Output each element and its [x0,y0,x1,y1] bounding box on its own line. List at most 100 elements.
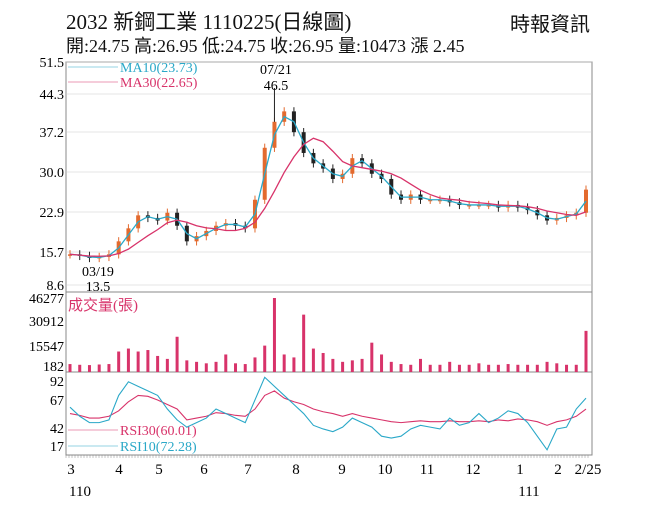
volume-bar [126,348,130,372]
volume-bar [467,364,471,372]
volume-bar [477,363,481,372]
price-tick-label: 51.5 [40,56,65,71]
volume-bar [87,365,91,372]
volume-bar [263,345,267,372]
volume-bar [506,364,510,372]
volume-bar [136,351,140,372]
volume-bar [418,358,422,372]
volume-bar [555,363,559,372]
volume-bar [341,361,345,372]
rsi10-line [69,376,587,451]
volume-bar [331,358,335,372]
x-tick-label: 3 [67,462,75,478]
volume-bar [321,352,325,372]
price-tick-label: 15.7 [40,246,65,261]
volume-bar [360,358,364,372]
volume-bar [448,361,452,372]
price-tick-label: 37.2 [40,126,65,141]
volume-legend: 成交量(張) [68,296,138,314]
volume-bar [97,364,101,372]
candle-body [428,199,433,202]
volume-bar [399,364,403,372]
volume-bar [370,342,374,372]
volume-bar [584,330,588,372]
volume-bar [574,364,578,372]
volume-bar [253,357,257,372]
rsi-tick-label: 67 [50,394,64,409]
volume-bar [516,364,520,372]
candle-body [584,189,588,213]
volume-bar [107,364,111,372]
x-tick-label: 4 [115,462,123,478]
volume-bar [195,361,199,372]
volume-bar [311,348,315,372]
legend-rsi10: RSI10(72.28) [120,440,197,455]
chart-title: 2032 新鋼工業 1110225(日線圖) [66,10,352,34]
ma10-line [69,115,587,259]
peak-value-label: 46.5 [264,79,289,94]
price-tick-label: 30.0 [40,166,65,181]
x-tick-label: 12 [466,462,481,478]
low-date-label: 03/19 [82,265,114,280]
volume-bar [428,364,432,372]
volume-bar [389,361,393,372]
legend-rsi30: RSI30(60.01) [120,424,197,439]
x-tick-label: 8 [292,462,300,478]
volume-bar [204,363,208,372]
x-tick-label: 2/25 [575,462,602,478]
volume-bar [214,361,218,372]
rsi-tick-label: 92 [50,375,64,390]
rsi-tick-label: 17 [50,440,64,455]
low-value-label: 13.5 [86,280,111,295]
ohlc-summary: 開:24.75 高:26.95 低:24.75 收:26.95 量:10473 … [66,36,465,56]
volume-bar [535,364,539,372]
volume-bar [496,364,500,372]
volume-bar [409,364,413,372]
volume-bar [438,364,442,372]
volume-bar [282,354,286,372]
volume-bar [545,361,549,372]
volume-bar [350,360,354,372]
volume-bar [117,351,121,372]
x-tick-label: 10 [378,462,393,478]
volume-tick-label: 182 [43,360,64,375]
candle-body [467,204,472,207]
ma30-line [69,137,587,257]
x-tick-label: 1 [516,462,524,478]
volume-tick-label: 46277 [29,292,64,307]
price-tick-label: 22.9 [40,206,65,221]
volume-bar [302,314,306,372]
legend-ma10: MA10(23.73) [120,61,198,76]
x-tick-label: 6 [200,462,208,478]
volume-tick-label: 30912 [29,315,64,330]
x-tick-label: 2 [554,462,562,478]
x-tick-label: 11 [420,462,434,478]
x-tick-label: 5 [155,462,163,478]
volume-bar [487,364,491,372]
volume-bar [175,336,179,372]
candle-body [486,204,491,207]
candle-body [476,204,481,207]
volume-bar [185,360,189,372]
volume-bar [68,364,72,372]
volume-bar [380,354,384,372]
volume-bar [234,363,238,372]
price-tick-label: 44.3 [40,88,65,103]
candle-body [68,254,72,256]
rsi-tick-label: 42 [50,422,64,437]
x-tick-label: 7 [244,462,252,478]
price-tick-label: 8.6 [47,279,65,294]
volume-bar [224,354,228,372]
volume-bar [78,364,82,372]
volume-bar [272,298,276,372]
peak-date-label: 07/21 [260,63,292,78]
legend-ma30: MA30(22.65) [120,76,198,91]
source-label: 時報資訊 [510,14,590,36]
volume-bar [165,358,169,372]
volume-bar [243,364,247,372]
volume-bar [457,364,461,372]
volume-bar [526,364,530,372]
volume-tick-label: 15547 [29,340,64,355]
